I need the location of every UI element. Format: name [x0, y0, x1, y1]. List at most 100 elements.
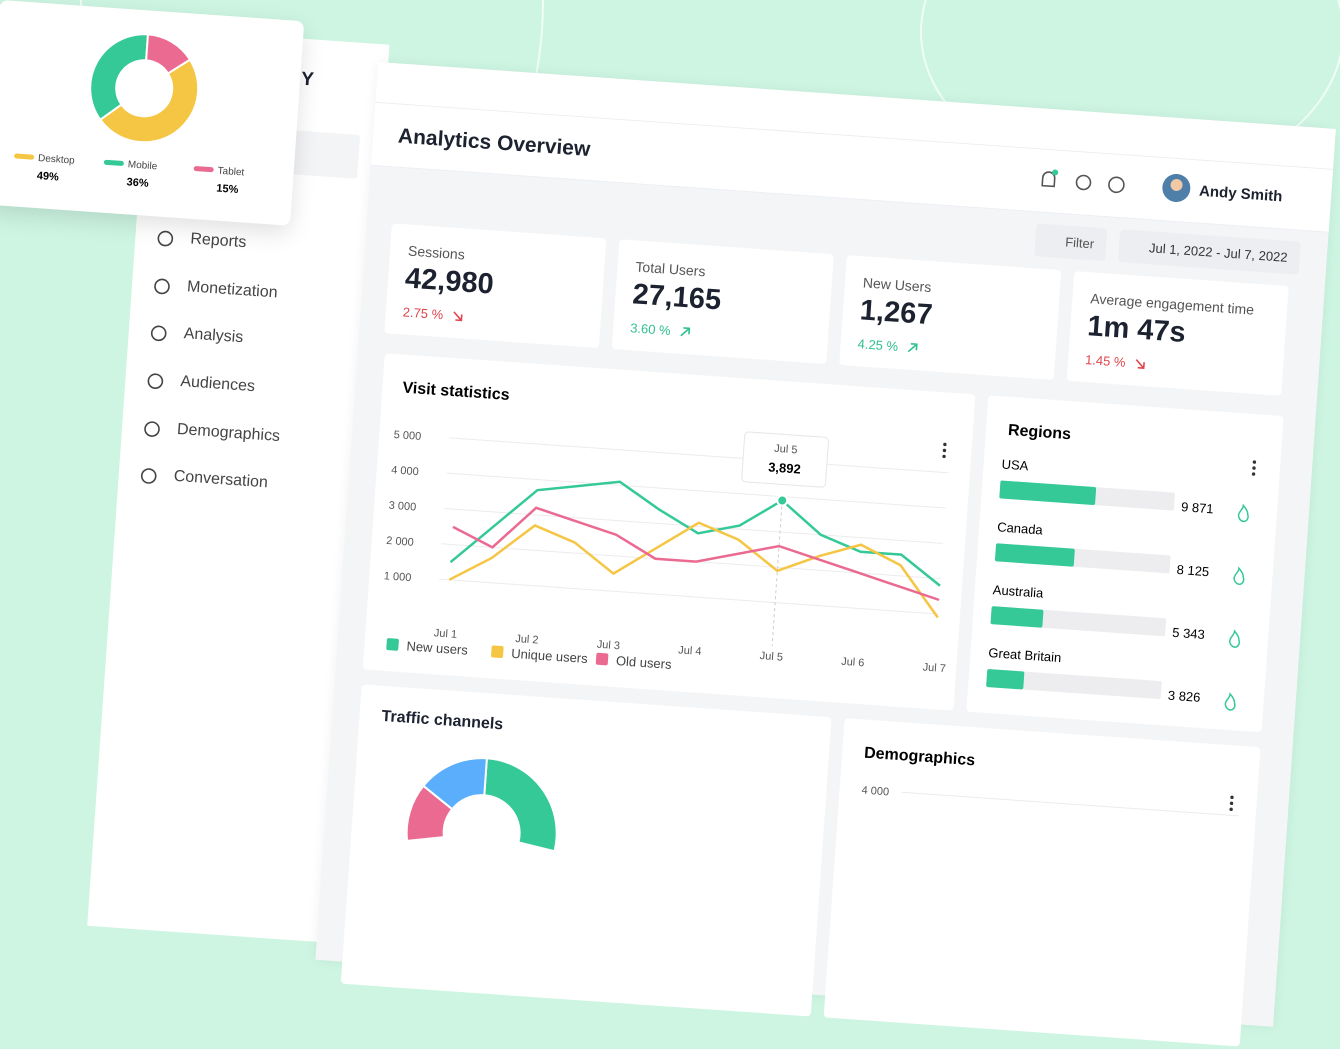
stat-value: 1m 47s	[1086, 310, 1187, 349]
regions-chart: Regions USA 9 871 Canada 8 125 Australia 5 343…	[986, 422, 1257, 711]
nav-item[interactable]: Conversation	[173, 467, 269, 492]
region-name: Great Britain	[988, 645, 1062, 665]
stat-change: 4.25 %	[857, 336, 899, 354]
demographics-chart: Demographics 4 000	[861, 745, 1239, 817]
y-tick-label: 4 000	[391, 464, 419, 478]
trend-icon	[1237, 503, 1249, 523]
bar-value-label: 9 871	[1181, 499, 1215, 516]
tooltip-guide	[771, 500, 783, 646]
trend-arrow-shape	[453, 311, 463, 322]
legend-swatch	[386, 638, 399, 651]
bar-track	[986, 669, 1162, 699]
avatar-face	[1170, 178, 1183, 191]
bar-value-label: 3 826	[1167, 688, 1201, 705]
date-range-button[interactable]: Jul 1, 2022 - Jul 7, 2022	[1118, 229, 1301, 275]
user-name[interactable]: Andy Smith	[1198, 182, 1283, 206]
x-tick-label: Jul 1	[433, 627, 457, 641]
nav-icon	[154, 278, 170, 295]
trend-arrow-shape	[680, 327, 691, 337]
x-tick-label: Jul 4	[678, 644, 702, 658]
more-icon	[1229, 807, 1233, 812]
nav-icon-shape	[140, 468, 157, 484]
legend-swatch	[103, 159, 124, 166]
chart-title: Regions	[1007, 422, 1071, 443]
filter-button[interactable]: Filter	[1034, 223, 1108, 262]
main-panel: Analytics Overview Andy Smith Traffic cha…	[315, 62, 1336, 1047]
more-icon	[943, 442, 947, 447]
more-icon	[942, 454, 946, 459]
nav-icon-shape	[154, 278, 170, 295]
series-line	[448, 521, 939, 619]
tooltip-box	[741, 431, 829, 488]
region-name: Australia	[992, 582, 1044, 601]
y-tick-label: 2 000	[386, 535, 414, 549]
legend-label: Mobile	[127, 159, 158, 172]
more-icon	[1230, 795, 1234, 800]
nav-icon	[144, 420, 160, 437]
nav-icon	[157, 230, 174, 247]
x-tick-label: Jul 5	[759, 650, 783, 664]
grid-line	[439, 578, 939, 615]
grid-line	[901, 791, 1239, 817]
x-tick-label: Jul 2	[515, 633, 539, 647]
nav-item[interactable]: Audiences	[179, 373, 256, 396]
legend-value: 36%	[126, 176, 149, 190]
series-line	[449, 480, 941, 587]
more-icon	[1229, 801, 1234, 806]
settings-icon	[1075, 174, 1092, 191]
visit-card: Visit statistics 1 000 2 000 3 000 4 000 5 00…	[362, 353, 976, 711]
legend-label: Old users	[615, 653, 672, 672]
tooltip-value: 3,892	[768, 459, 802, 476]
trend-arrow	[907, 343, 918, 353]
trend-arrow	[680, 327, 691, 337]
visit-chart: Visit statistics 1 000 2 000 3 000 4 000 5 00…	[383, 380, 948, 675]
more-icon	[1252, 460, 1257, 464]
nav-item[interactable]: Demographics	[176, 420, 281, 445]
pie-segment	[483, 757, 558, 853]
legend-label: Desktop	[38, 153, 76, 167]
more-icon	[942, 448, 947, 453]
traffic-card: Traffic channels	[340, 684, 832, 1017]
region-name: Canada	[997, 519, 1044, 537]
nav-icon-shape	[147, 373, 164, 390]
legend-swatch	[14, 153, 35, 160]
legend-value: 49%	[36, 170, 59, 184]
nav-item[interactable]: Reports	[189, 230, 247, 252]
nav-item[interactable]: Monetization	[186, 278, 279, 302]
legend-value: 15%	[216, 183, 239, 197]
stat-value: 27,165	[631, 278, 723, 317]
trend-arrow	[1135, 359, 1145, 369]
y-tick-label: 4 000	[861, 785, 889, 799]
tooltip-date: Jul 5	[774, 443, 798, 457]
more-icon	[1252, 466, 1256, 470]
grid-line	[446, 472, 946, 509]
page-title: Analytics Overview	[397, 124, 592, 161]
donut-segment	[98, 58, 200, 144]
region-name: USA	[1001, 456, 1029, 473]
legend-label: Unique users	[511, 646, 589, 666]
stat-card: Average engagement time 1m 47s 1.45 %	[1066, 271, 1289, 396]
header-icons	[1041, 169, 1125, 194]
stat-label: Total Users	[634, 258, 706, 280]
device-donut: Desktop 49% Mobile 36% Tablet 15%	[14, 33, 245, 197]
avatar	[1162, 173, 1191, 202]
trend-arrow-shape	[1135, 359, 1145, 369]
bar	[994, 543, 1075, 567]
bar-value-label: 5 343	[1172, 625, 1206, 642]
chart-title: Visit statistics	[402, 380, 510, 404]
trend-icon	[1233, 566, 1245, 586]
nav-item[interactable]: Analysis	[183, 325, 244, 347]
stat-card: Sessions 42,980 2.75 %	[384, 223, 607, 349]
trend-icon	[1224, 692, 1236, 711]
device-card: Desktop 49% Mobile 36% Tablet 15%	[0, 0, 305, 226]
stat-value: 42,980	[404, 262, 495, 301]
y-tick-label: 5 000	[393, 429, 421, 443]
x-tick-label: Jul 7	[922, 661, 946, 675]
help-icon	[1108, 176, 1125, 194]
nav-icon	[150, 325, 167, 342]
nav-icon	[147, 373, 164, 390]
stat-card: Total Users 27,165 3.60 %	[611, 239, 834, 364]
trend-arrow	[453, 311, 463, 322]
legend-swatch	[595, 652, 609, 666]
